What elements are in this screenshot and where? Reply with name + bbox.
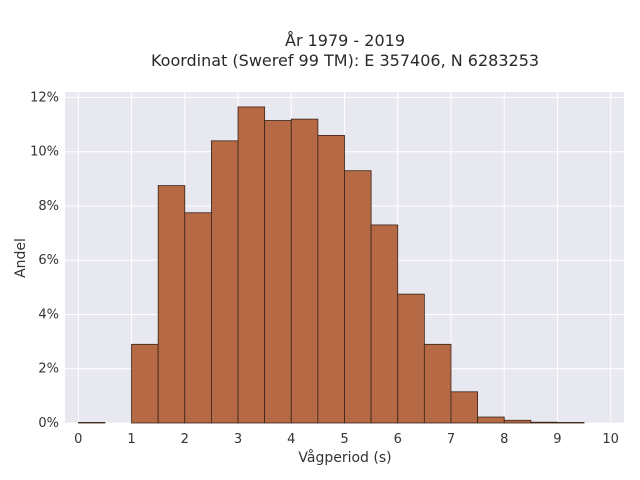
histogram-bar <box>77 422 106 424</box>
histogram-bars <box>77 106 585 424</box>
x-tick-label: 0 <box>74 432 82 447</box>
y-tick-label: 12% <box>30 90 59 105</box>
y-tick-label: 8% <box>38 199 59 214</box>
x-tick-label: 10 <box>602 432 619 447</box>
y-tick-label: 4% <box>38 307 59 322</box>
histogram-bar <box>317 135 345 424</box>
histogram-bar <box>503 419 532 424</box>
histogram-bar <box>264 120 292 424</box>
histogram-bar <box>184 212 212 424</box>
x-tick-label: 8 <box>500 432 508 447</box>
y-tick-label: 2% <box>38 362 59 377</box>
histogram-bar <box>157 185 186 424</box>
y-axis-ticks: 0% 2% 4% 6% 8% 10% 12% <box>30 90 59 431</box>
x-axis-label: Vågperiod (s) <box>298 449 391 466</box>
histogram-bar <box>211 140 239 424</box>
histogram-bar <box>370 224 399 424</box>
x-axis-ticks: 0 1 2 3 4 5 6 7 8 9 10 <box>74 432 619 447</box>
x-tick-label: 9 <box>553 432 561 447</box>
histogram-bar <box>530 421 558 424</box>
y-axis-label: Andel <box>13 238 29 278</box>
x-tick-label: 7 <box>447 432 455 447</box>
histogram-bar <box>557 422 585 424</box>
y-tick-label: 10% <box>30 145 59 160</box>
y-tick-label: 0% <box>38 416 59 431</box>
histogram-bar <box>290 118 319 424</box>
x-tick-label: 1 <box>127 432 135 447</box>
x-tick-label: 4 <box>287 432 295 447</box>
histogram-bar <box>344 170 372 424</box>
histogram-bar <box>237 106 266 424</box>
chart-title-line-2: Koordinat (Sweref 99 TM): E 357406, N 62… <box>151 51 539 70</box>
chart-title-line-1: År 1979 - 2019 <box>285 31 405 50</box>
histogram-bar <box>423 343 452 424</box>
x-tick-label: 5 <box>340 432 348 447</box>
histogram-bar <box>131 343 159 424</box>
x-tick-label: 2 <box>181 432 189 447</box>
y-tick-label: 6% <box>38 253 59 268</box>
histogram-bar <box>477 416 505 424</box>
histogram-bar <box>397 293 425 424</box>
x-tick-label: 3 <box>234 432 242 447</box>
x-tick-label: 6 <box>394 432 402 447</box>
histogram-bar <box>450 391 478 424</box>
